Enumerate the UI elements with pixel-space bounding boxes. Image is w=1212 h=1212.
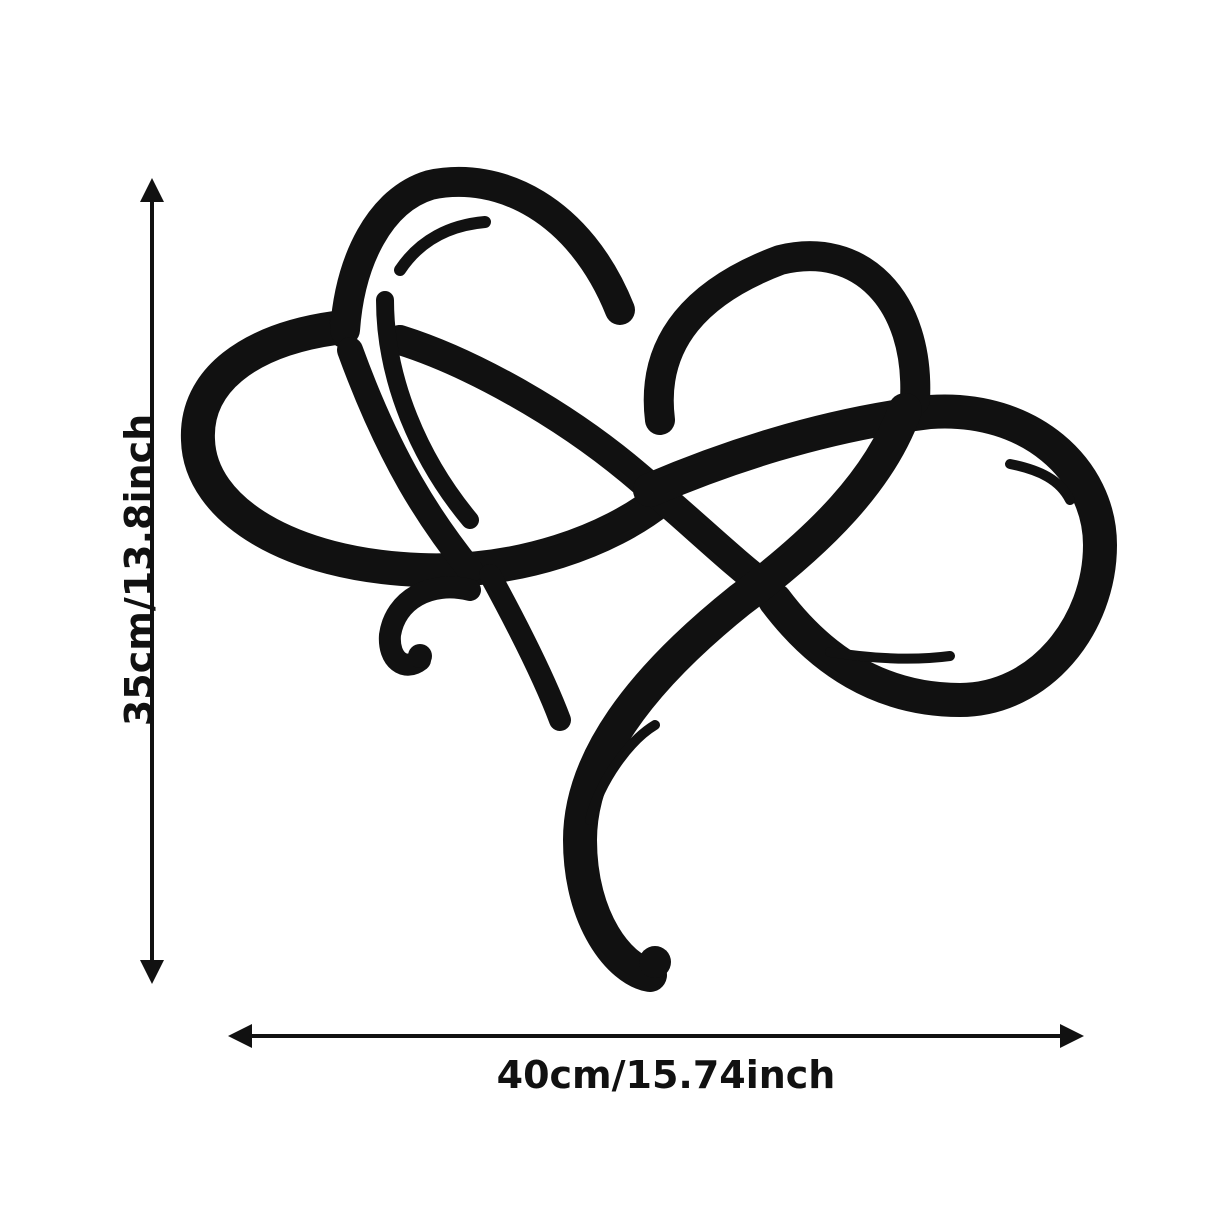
infinity-cross-a bbox=[385, 325, 785, 605]
heart-left-side bbox=[337, 337, 483, 583]
height-dimension-label: 35cm/13.8inch bbox=[117, 413, 161, 727]
width-dimension-arrow bbox=[228, 1024, 1084, 1048]
heart-infinity-artwork bbox=[180, 167, 1117, 992]
heart-left-lobe bbox=[330, 167, 635, 345]
infinity-right-loop bbox=[633, 394, 1117, 717]
left-curl bbox=[378, 576, 481, 676]
width-dimension-label: 40cm/15.74inch bbox=[496, 1053, 836, 1097]
heart-right-side bbox=[563, 393, 922, 992]
heart-right-lobe bbox=[643, 241, 931, 435]
height-dimension-arrow bbox=[140, 178, 164, 984]
lower-left-flourish bbox=[479, 564, 571, 731]
infinity-left-loop bbox=[180, 311, 677, 588]
